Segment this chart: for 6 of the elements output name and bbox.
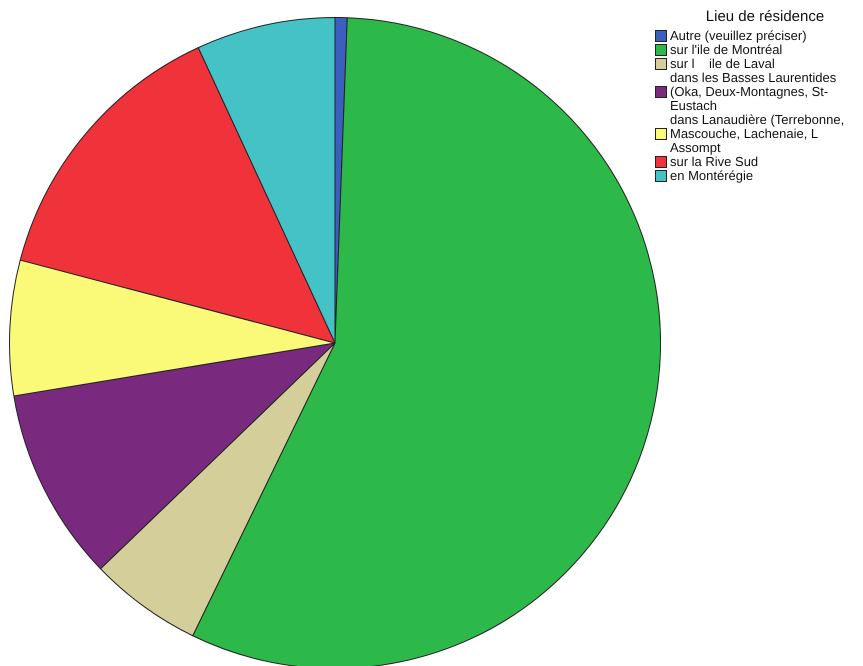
legend-label: sur l ile de Laval — [670, 56, 775, 71]
legend-label: sur la Rive Sud — [670, 154, 758, 169]
legend-label: Autre (veuillez préciser) — [670, 28, 807, 43]
legend-label: sur l'ile de Montréal — [670, 42, 782, 57]
legend-label: en Montérégie — [670, 168, 754, 183]
legend-title: Lieu de résidence — [704, 8, 826, 25]
